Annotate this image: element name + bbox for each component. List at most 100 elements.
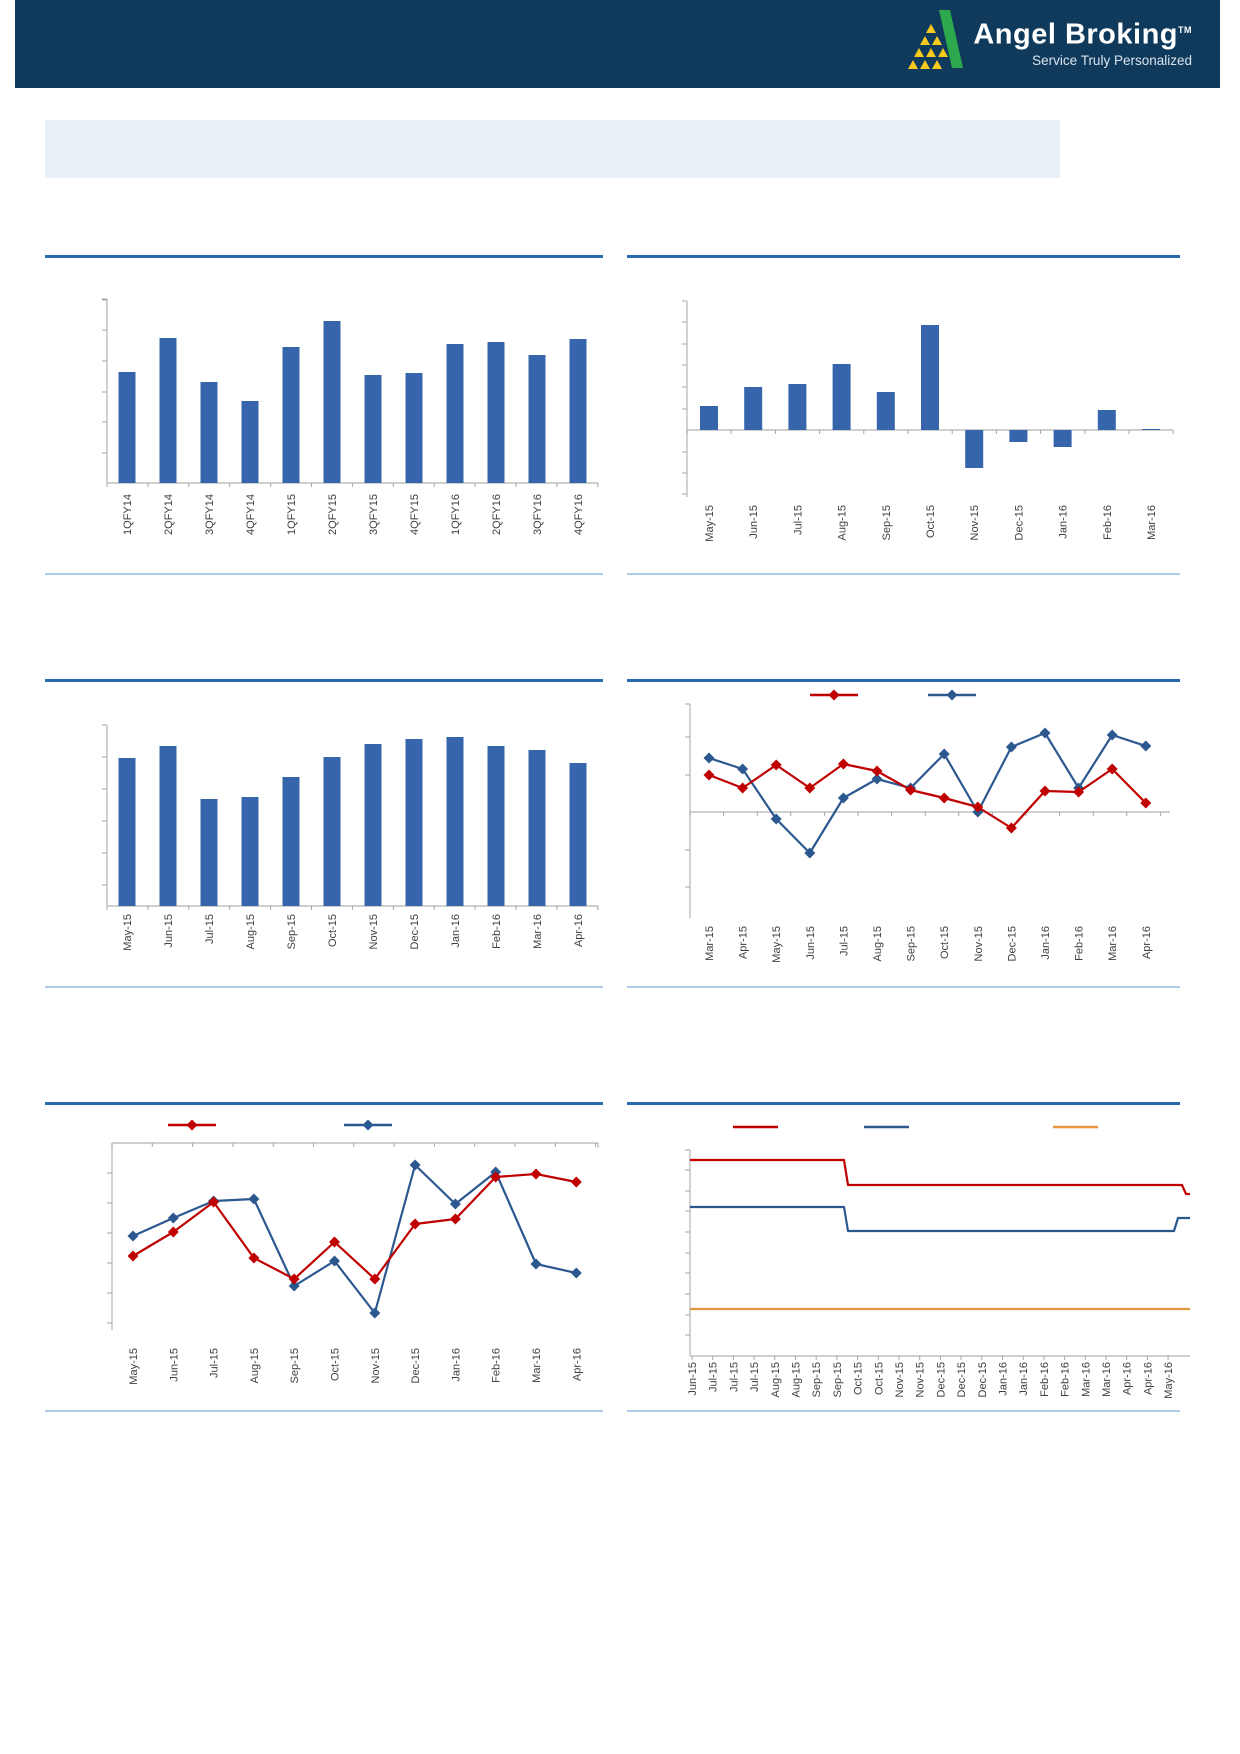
x-axis-label: Mar-16 (532, 914, 544, 949)
bar (832, 364, 851, 430)
x-axis-label: Feb-16 (491, 914, 503, 949)
header-bar: Angel BrokingTM Service Truly Personaliz… (15, 0, 1220, 88)
x-axis-label: Nov-15 (915, 1362, 927, 1397)
bar (200, 382, 218, 483)
bar (323, 321, 341, 483)
x-axis-label: Mar-16 (1101, 1362, 1113, 1397)
x-axis-label: Aug-15 (837, 505, 849, 540)
x-axis-label: Jul-15 (204, 914, 216, 944)
trademark-symbol: TM (1178, 25, 1192, 36)
x-axis-label: Dec-15 (977, 1362, 989, 1397)
x-axis-label: Apr-16 (573, 914, 585, 947)
x-axis-label: Dec-15 (1006, 926, 1018, 961)
bar (446, 737, 464, 906)
x-axis-label: Feb-16 (1039, 1362, 1051, 1397)
x-axis-label: May-15 (122, 914, 134, 951)
x-axis-label: Jul-15 (838, 926, 850, 956)
x-axis-label: Jun-15 (748, 505, 760, 539)
x-axis-label: Aug-15 (872, 926, 884, 961)
section-divider (627, 255, 1180, 258)
x-axis-label: Jul-15 (792, 505, 804, 535)
x-axis-label: 3QFY14 (204, 494, 216, 535)
bar (446, 344, 464, 483)
x-axis-label: Oct-15 (330, 1348, 342, 1381)
x-axis-label: 4QFY14 (245, 494, 257, 535)
bar (118, 372, 136, 483)
x-axis-label: 3QFY15 (368, 494, 380, 535)
x-axis-label: Sep-15 (286, 914, 298, 949)
quarterly-bar-chart: 1QFY14 2QFY14 3QFY14 4QFY14 1QFY15 2QFY15 3QFY… (102, 298, 599, 535)
x-axis-label: Jun-15 (163, 914, 175, 948)
x-axis-label: Nov-15 (969, 505, 981, 540)
x-axis-label: Aug-15 (791, 1362, 803, 1397)
bar (241, 401, 259, 483)
x-axis-label: Oct-15 (939, 926, 951, 959)
x-axis-label: Aug-15 (770, 1362, 782, 1397)
brand-name: Angel BrokingTM (973, 18, 1192, 51)
x-axis-label: Mar-15 (704, 926, 716, 961)
x-axis-label: 2QFY16 (491, 494, 503, 535)
x-axis-label: Apr-16 (1142, 1362, 1154, 1395)
x-axis-label: Jan-16 (1040, 926, 1052, 960)
angel-broking-logo: Angel BrokingTM Service Truly Personaliz… (905, 10, 1192, 72)
section-rule-light (627, 1410, 1180, 1412)
bar (876, 392, 895, 430)
x-axis-label: May-15 (771, 926, 783, 963)
bars (700, 325, 1160, 468)
bar (364, 744, 382, 906)
section-rule-light (45, 573, 603, 575)
x-axis-label: Nov-15 (368, 914, 380, 949)
bar (921, 325, 939, 430)
x-axis-label: May-15 (128, 1348, 140, 1385)
x-axis-label: Jan-16 (450, 914, 462, 948)
x-axis-label: Aug-15 (249, 1348, 261, 1383)
x-axis-label: Feb-16 (1102, 505, 1114, 540)
section-divider (45, 255, 603, 258)
bar (569, 339, 587, 483)
x-axis-label: Jul-15 (209, 1348, 221, 1378)
x-axis-label: Jul-15 (749, 1362, 761, 1392)
bar (1097, 410, 1116, 430)
x-axis-label: Apr-15 (738, 926, 750, 959)
x-axis-label: Jan-16 (998, 1362, 1010, 1396)
x-axis-label: Dec-15 (935, 1362, 947, 1397)
x-axis-label: Sep-15 (289, 1348, 301, 1383)
x-axis-label: Mar-16 (531, 1348, 543, 1383)
section-divider (45, 679, 603, 682)
x-axis-label: Feb-16 (1074, 926, 1086, 961)
monthly-net-bar-chart: May-15 Jun-15 Jul-15 Aug-15 Sep-15 Oct-15 Nov-… (682, 300, 1174, 542)
bar (1142, 429, 1160, 430)
bar (569, 763, 587, 906)
x-axis-label: Jun-15 (687, 1362, 699, 1396)
bar (487, 746, 505, 906)
section-rule-light (627, 986, 1180, 988)
x-axis-label: Nov-15 (370, 1348, 382, 1383)
x-axis-label: 2QFY15 (327, 494, 339, 535)
bars (118, 321, 587, 483)
x-axis-label: Feb-16 (1060, 1362, 1072, 1397)
x-axis-label: Mar-16 (1146, 505, 1158, 540)
x-axis-label: Apr-16 (1141, 926, 1153, 959)
section-divider (627, 1102, 1180, 1105)
bar (528, 355, 546, 483)
x-axis-label: Sep-15 (881, 505, 893, 540)
x-axis-label: May-15 (704, 505, 716, 542)
bar (965, 430, 984, 468)
x-axis-label: Dec-15 (956, 1362, 968, 1397)
step-lines-chart: Jun-15 Jul-15 Jul-15 Jul-15 Aug-15 Aug-15 Sep-… (685, 1125, 1190, 1399)
section-rule-light (45, 1410, 603, 1412)
bar (323, 757, 341, 906)
x-axis-label: Sep-15 (906, 926, 918, 961)
section-divider (627, 679, 1180, 682)
bar (159, 338, 177, 483)
bar (241, 797, 259, 906)
x-axis-label: 1QFY16 (450, 494, 462, 535)
x-axis-label: Oct-15 (327, 914, 339, 947)
x-axis-label: 1QFY15 (286, 494, 298, 535)
bar (700, 406, 718, 430)
bar (1053, 430, 1072, 447)
x-axis-label: Dec-15 (410, 1348, 422, 1383)
bottom-two-line-chart: May-15 Jun-15 Jul-15 Aug-15 Sep-15 Oct-15 Nov-… (107, 1119, 599, 1385)
mid-two-line-chart: Mar-15 Apr-15 May-15 Jun-15 Jul-15 Aug-15 Sep-… (685, 689, 1170, 963)
